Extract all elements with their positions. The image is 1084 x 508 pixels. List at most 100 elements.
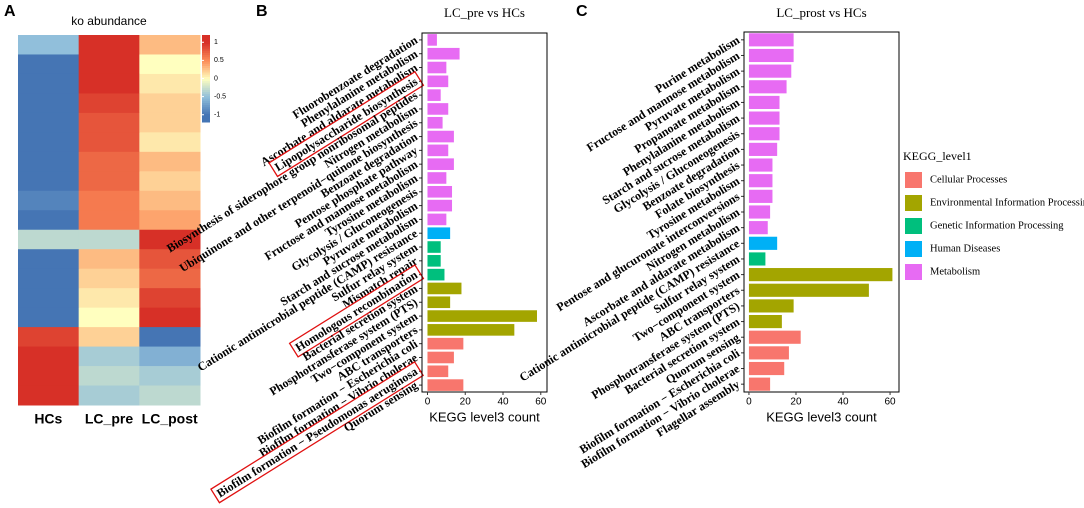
colorbar-segment (202, 102, 210, 106)
plot-border (421, 32, 548, 393)
colorbar-tick-label: 0.5 (214, 57, 224, 64)
bar (427, 255, 441, 267)
chart-title: ko abundance (71, 14, 147, 28)
colorbar-segment (202, 111, 210, 114)
colorbar-segment (202, 37, 210, 40)
colorbar-segment (202, 39, 210, 43)
heat-cell (139, 346, 201, 367)
panel-letter: A (4, 3, 16, 20)
bar (748, 158, 773, 172)
colorbar-segment (202, 115, 210, 119)
bar (427, 296, 451, 309)
heat-cell (139, 171, 201, 192)
x-tick-label: 60 (535, 397, 547, 408)
colorbar-segment (202, 85, 210, 88)
bar (748, 111, 780, 125)
heat-cell (139, 93, 201, 114)
heat-cell (18, 73, 80, 94)
bar (427, 379, 464, 391)
legend-label: Genetic Information Processing (930, 220, 1064, 231)
bar (427, 185, 453, 198)
highlight-box (268, 70, 425, 178)
heat-cell (78, 366, 140, 387)
heat-cell (78, 112, 140, 133)
heat-cell (18, 35, 80, 55)
panel-letter: B (256, 3, 268, 20)
heat-cell (18, 229, 80, 250)
bar (427, 75, 449, 88)
heat-cell (18, 385, 80, 406)
x-axis-title: KEGG level3 count (429, 409, 540, 424)
bar (427, 337, 464, 350)
bar (427, 89, 441, 101)
plot-border (743, 31, 900, 393)
bar (748, 283, 869, 297)
heat-cell (18, 151, 80, 172)
colorbar-segment (202, 48, 210, 51)
category-label: Biofilm formation − Vibrio cholerae (578, 361, 742, 471)
bar (748, 127, 780, 141)
legend-label: Environmental Information Processing (930, 197, 1084, 208)
colorbar-segment (202, 67, 210, 71)
x-tick-label: 20 (790, 397, 802, 408)
legend-swatch (905, 264, 922, 280)
colorbar-tick-label: 0 (214, 75, 218, 82)
x-tick-label: 60 (884, 397, 896, 408)
bar (748, 33, 794, 47)
bar (427, 103, 449, 115)
bar (748, 174, 773, 188)
bar (427, 199, 453, 212)
heat-cell (78, 307, 140, 328)
colorbar-tick-label: 1 (214, 39, 218, 46)
bar (748, 346, 789, 360)
heat-cell (139, 307, 201, 328)
legend-title: KEGG_level1 (903, 149, 972, 163)
heat-cell (78, 190, 140, 211)
colorbar-segment (202, 41, 210, 45)
heat-cell (18, 268, 80, 289)
colorbar-segment (202, 74, 210, 77)
heat-cell (18, 112, 80, 133)
colorbar-segment (202, 71, 210, 75)
heat-cell (78, 385, 140, 406)
colorbar-segment (202, 56, 210, 60)
bar (427, 268, 445, 281)
bar (427, 365, 449, 378)
heat-cell (18, 93, 80, 114)
chart-title: LC_prost vs HCs (776, 5, 866, 20)
colorbar-segment (202, 89, 210, 93)
bar (427, 241, 441, 253)
colorbar-segment (202, 80, 210, 84)
column-label: HCs (34, 411, 62, 427)
heat-cell (78, 73, 140, 94)
highlight-box (288, 264, 425, 358)
colorbar-segment (202, 76, 210, 79)
bar (748, 48, 794, 63)
heat-cell (139, 151, 201, 172)
bar (748, 205, 771, 219)
x-tick-label: 40 (837, 397, 849, 408)
heat-cell (78, 210, 140, 231)
heat-cell (78, 327, 140, 348)
colorbar-segment (202, 104, 210, 108)
bar (427, 130, 454, 143)
bar (748, 189, 773, 203)
colorbar-segment (202, 82, 210, 86)
x-tick-label: 20 (460, 397, 472, 408)
bar (748, 361, 785, 376)
colorbar-segment (202, 35, 210, 38)
colorbar-segment (202, 78, 210, 82)
x-axis-title: KEGG level3 count (766, 409, 877, 424)
heat-cell (78, 35, 140, 55)
colorbar-segment (202, 98, 210, 101)
heat-cell (78, 93, 140, 114)
heat-cell (78, 268, 140, 289)
legend-swatch (905, 172, 922, 188)
heat-cell (139, 132, 201, 153)
colorbar-segment (202, 117, 210, 121)
x-tick-label: 0 (425, 397, 431, 408)
highlight-box (210, 360, 425, 504)
heat-cell (139, 249, 201, 270)
heat-cell (18, 346, 80, 367)
